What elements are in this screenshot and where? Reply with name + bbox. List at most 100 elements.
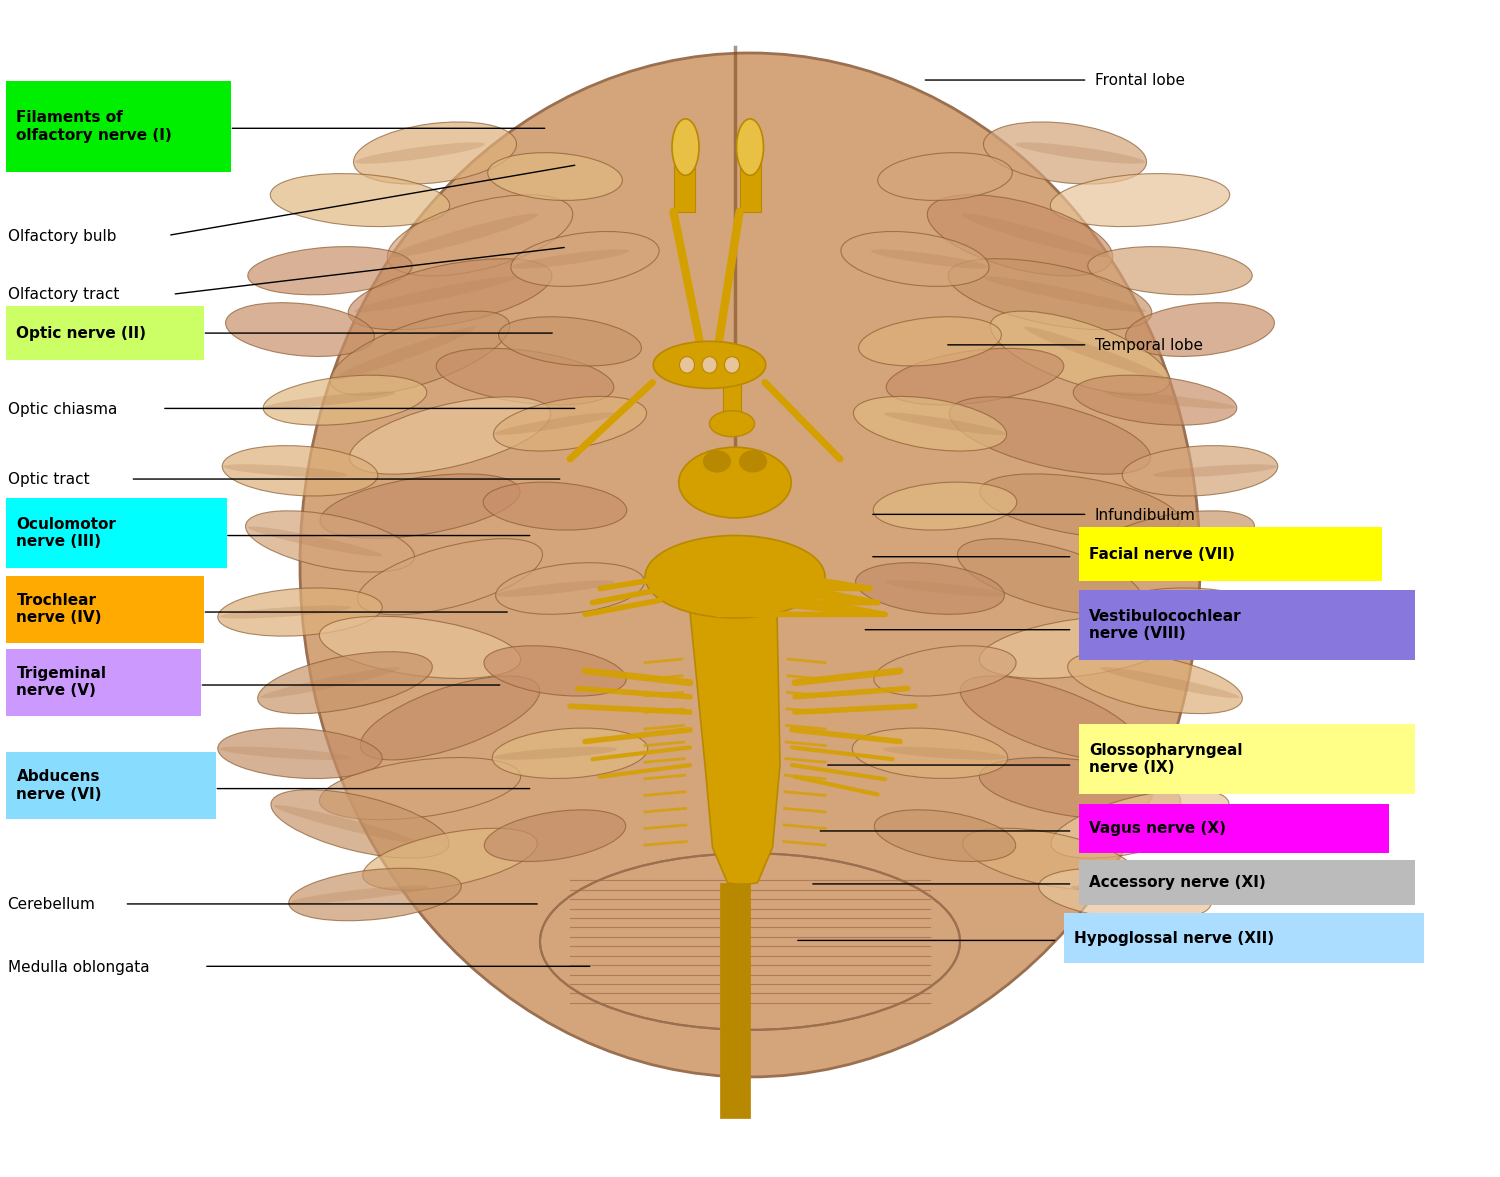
Ellipse shape <box>710 411 754 437</box>
Ellipse shape <box>484 810 626 862</box>
Ellipse shape <box>498 317 642 366</box>
Ellipse shape <box>494 397 646 451</box>
Ellipse shape <box>495 580 615 597</box>
FancyBboxPatch shape <box>6 81 231 172</box>
Ellipse shape <box>1086 511 1254 572</box>
Ellipse shape <box>246 511 414 572</box>
Text: Accessory nerve (XI): Accessory nerve (XI) <box>1089 876 1266 890</box>
Bar <box>740 147 760 212</box>
Text: Glossopharyngeal
nerve (IX): Glossopharyngeal nerve (IX) <box>1089 743 1242 776</box>
Ellipse shape <box>219 605 351 619</box>
Ellipse shape <box>219 746 351 760</box>
Ellipse shape <box>960 676 1140 760</box>
Ellipse shape <box>645 536 825 618</box>
Ellipse shape <box>274 805 416 843</box>
Ellipse shape <box>1068 652 1242 713</box>
Ellipse shape <box>258 652 432 713</box>
Text: Optic tract: Optic tract <box>8 472 88 487</box>
Ellipse shape <box>291 885 429 904</box>
Ellipse shape <box>320 474 520 538</box>
Ellipse shape <box>702 357 717 373</box>
Ellipse shape <box>1118 588 1282 636</box>
Ellipse shape <box>248 247 412 294</box>
Ellipse shape <box>990 311 1170 395</box>
Ellipse shape <box>1088 247 1252 294</box>
Ellipse shape <box>885 580 1005 597</box>
Ellipse shape <box>724 357 740 373</box>
Ellipse shape <box>842 232 989 286</box>
Ellipse shape <box>1149 605 1281 619</box>
Ellipse shape <box>217 729 382 778</box>
Ellipse shape <box>224 464 346 478</box>
Ellipse shape <box>512 250 628 268</box>
Ellipse shape <box>1084 805 1226 843</box>
Ellipse shape <box>436 348 614 405</box>
Text: Oculomotor
nerve (III): Oculomotor nerve (III) <box>16 517 117 550</box>
Ellipse shape <box>963 829 1137 890</box>
Text: Trigeminal
nerve (V): Trigeminal nerve (V) <box>16 666 106 698</box>
Ellipse shape <box>704 451 730 472</box>
Ellipse shape <box>1050 173 1230 227</box>
Ellipse shape <box>1038 869 1212 920</box>
Ellipse shape <box>980 617 1180 678</box>
Ellipse shape <box>878 153 1013 200</box>
Ellipse shape <box>354 277 516 312</box>
Text: Vestibulocochlear
nerve (VIII): Vestibulocochlear nerve (VIII) <box>1089 609 1242 641</box>
Ellipse shape <box>488 153 622 200</box>
Ellipse shape <box>495 563 645 614</box>
Polygon shape <box>690 612 780 885</box>
FancyBboxPatch shape <box>6 576 204 643</box>
Ellipse shape <box>680 357 694 373</box>
Ellipse shape <box>740 451 766 472</box>
Bar <box>720 883 750 1118</box>
Ellipse shape <box>1101 667 1239 698</box>
Ellipse shape <box>387 195 573 275</box>
Text: Infundibulum: Infundibulum <box>1095 507 1196 523</box>
Ellipse shape <box>736 119 764 175</box>
Ellipse shape <box>363 829 537 890</box>
Ellipse shape <box>270 173 450 227</box>
Ellipse shape <box>483 483 627 530</box>
Text: Frontal lobe: Frontal lobe <box>1095 73 1185 88</box>
Ellipse shape <box>1104 392 1236 408</box>
Ellipse shape <box>350 397 550 474</box>
Ellipse shape <box>873 483 1017 530</box>
FancyBboxPatch shape <box>1078 590 1414 660</box>
FancyBboxPatch shape <box>6 306 204 360</box>
Text: Medulla oblongata: Medulla oblongata <box>8 959 148 975</box>
Ellipse shape <box>1071 885 1209 904</box>
Ellipse shape <box>874 810 1016 862</box>
Ellipse shape <box>262 375 428 425</box>
Ellipse shape <box>300 53 1200 1077</box>
Ellipse shape <box>884 746 1007 760</box>
Text: Filaments of
olfactory nerve (I): Filaments of olfactory nerve (I) <box>16 111 172 142</box>
Text: Vagus nerve (X): Vagus nerve (X) <box>1089 822 1226 836</box>
Ellipse shape <box>540 853 960 1030</box>
Ellipse shape <box>980 758 1180 819</box>
Text: Optic chiasma: Optic chiasma <box>8 401 117 417</box>
Ellipse shape <box>330 311 510 395</box>
Ellipse shape <box>484 646 626 696</box>
FancyBboxPatch shape <box>1064 913 1424 963</box>
Ellipse shape <box>354 122 516 184</box>
Bar <box>723 373 741 414</box>
Text: Hypoglossal nerve (XII): Hypoglossal nerve (XII) <box>1074 931 1274 945</box>
Ellipse shape <box>225 302 375 357</box>
Text: Abducens
nerve (VI): Abducens nerve (VI) <box>16 770 102 802</box>
Ellipse shape <box>980 474 1180 538</box>
Ellipse shape <box>948 259 1152 330</box>
Ellipse shape <box>356 142 484 164</box>
Ellipse shape <box>320 617 520 678</box>
Ellipse shape <box>884 412 1007 435</box>
Ellipse shape <box>874 646 1016 696</box>
Ellipse shape <box>927 195 1113 275</box>
Ellipse shape <box>272 790 448 858</box>
Ellipse shape <box>1149 746 1281 760</box>
Ellipse shape <box>512 232 658 286</box>
Text: Cerebellum: Cerebellum <box>8 897 96 912</box>
Ellipse shape <box>248 526 382 557</box>
Text: Trochlear
nerve (IV): Trochlear nerve (IV) <box>16 593 102 625</box>
Ellipse shape <box>858 317 1002 366</box>
Ellipse shape <box>348 259 552 330</box>
Ellipse shape <box>678 447 792 518</box>
